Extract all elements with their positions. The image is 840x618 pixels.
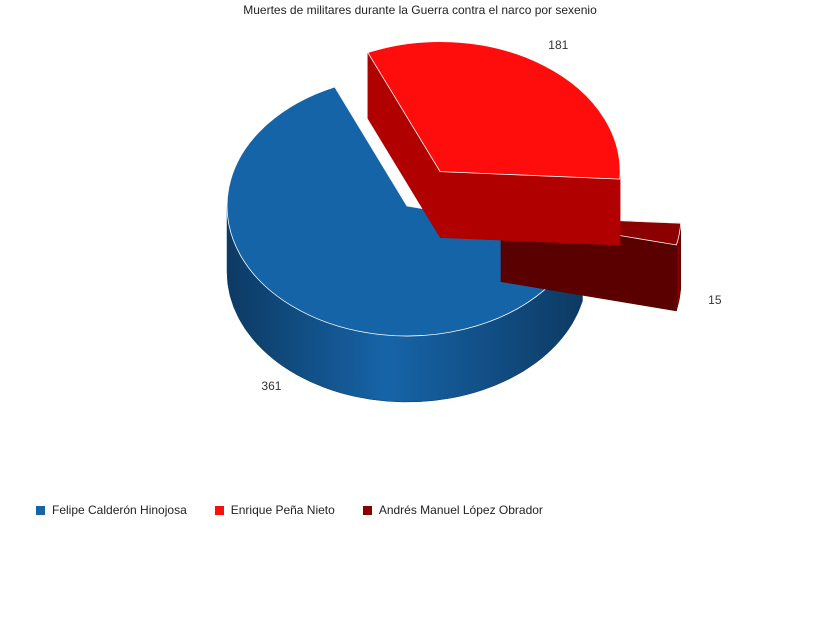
legend-swatch-pena-nieto [214,505,224,515]
slice-top-pena-nieto [367,41,621,180]
data-label-calderon: 361 [261,379,281,393]
legend-label-calderon: Felipe Calderón Hinojosa [52,503,187,517]
chart-title: Muertes de militares durante la Guerra c… [243,3,597,17]
legend-swatch-calderon [36,505,45,515]
legend: Felipe Calderón Hinojosa Enrique Peña Ni… [36,503,571,517]
legend-item-pena-nieto: Enrique Peña Nieto [214,503,335,517]
legend-swatch-amlo [362,505,372,515]
legend-item-calderon: Felipe Calderón Hinojosa [36,503,187,517]
legend-item-amlo: Andrés Manuel López Obrador [362,503,543,517]
data-label-pena-nieto: 181 [548,38,568,52]
slice-top-calderon [226,86,583,337]
data-label-amlo: 15 [708,293,722,307]
legend-label-pena-nieto: Enrique Peña Nieto [230,503,335,517]
legend-label-amlo: Andrés Manuel López Obrador [378,503,543,517]
slice-wall-end-pena-nieto [439,171,621,246]
slice-pena-nieto [367,41,621,246]
